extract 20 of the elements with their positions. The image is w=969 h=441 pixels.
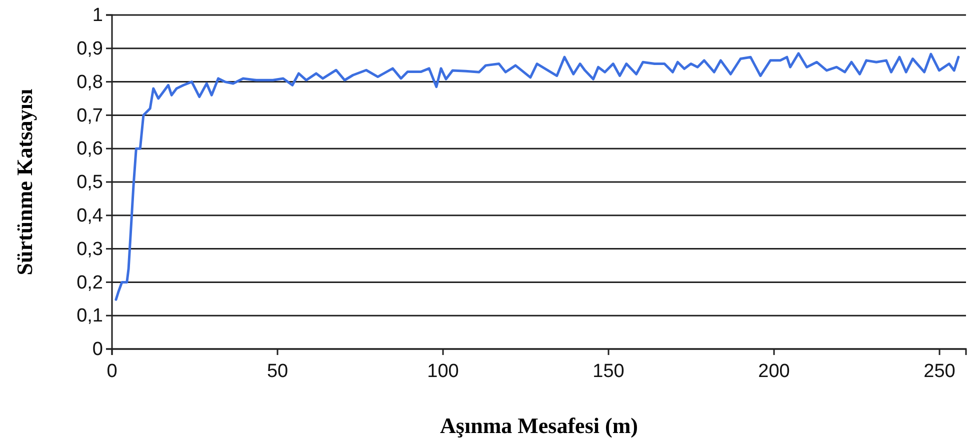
y-tick-label: 0,5 [76, 172, 103, 194]
x-tick-label: 200 [758, 361, 790, 382]
y-tick-label: 0,6 [76, 138, 103, 160]
y-tick-label: 0,2 [76, 272, 103, 294]
x-tick-label: 150 [592, 361, 624, 382]
x-tick-label: 50 [266, 361, 288, 382]
x-tick-label: 250 [924, 361, 956, 382]
y-tick-label: 0,9 [76, 38, 103, 60]
x-tick-label: 100 [427, 361, 459, 382]
x-axis-title: Aşınma Mesafesi (m) [440, 413, 638, 438]
y-axis-title: Sürtünme Katsayısı [12, 88, 37, 276]
y-tick-label: 0,1 [76, 306, 103, 327]
y-tick-label: 0,7 [76, 105, 103, 126]
y-tick-label: 0,3 [76, 238, 103, 260]
y-tick-label: 0,4 [76, 205, 104, 226]
line-series [114, 52, 960, 301]
y-tick-label: 1 [92, 5, 103, 26]
y-tick-label: 0 [92, 339, 103, 360]
y-tick-label: 0,8 [76, 72, 103, 93]
x-tick-label: 0 [106, 361, 118, 382]
